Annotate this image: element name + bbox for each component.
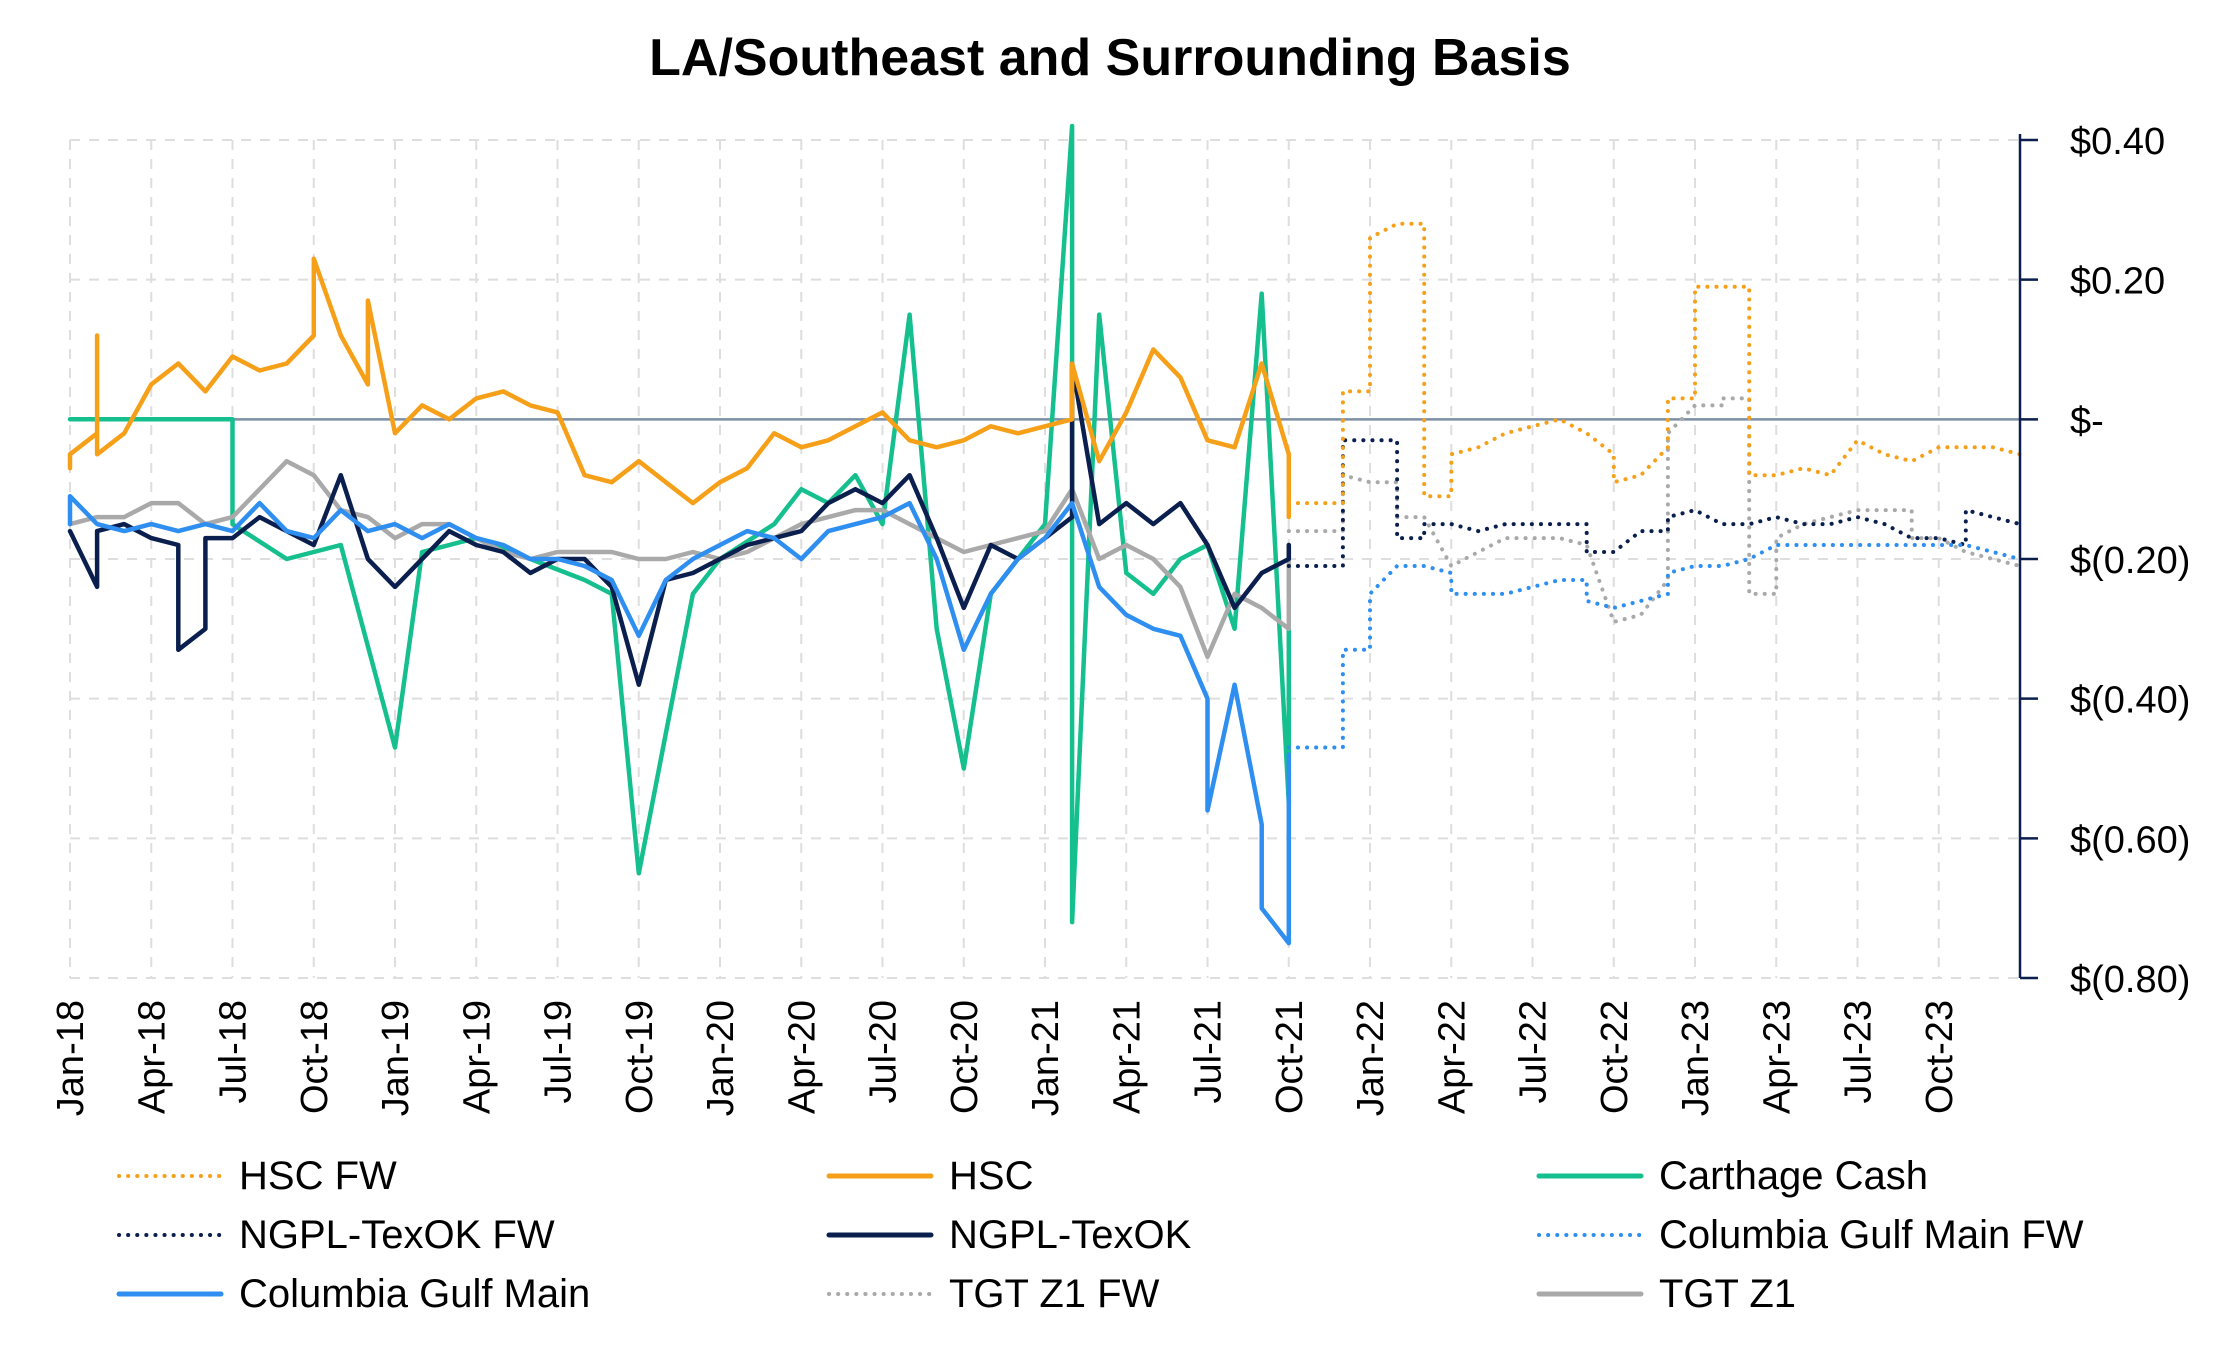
legend-item: Columbia Gulf Main FW: [1535, 1207, 2084, 1263]
x-tick-labels: Jan-18 Apr-18 Jul-18 Oct-18 Jan-19 Apr-19 Jul-…: [50, 1000, 1961, 1116]
chart-title: LA/Southeast and Surrounding Basis: [649, 29, 1571, 87]
series-line-ngpl-texok-fw: [1286, 438, 2022, 568]
legend-label: Carthage Cash: [1659, 1153, 1929, 1198]
x-tick-label: Jan-19: [375, 1000, 417, 1116]
legend-swatch: [116, 1291, 224, 1297]
legend-item: HSC FW: [115, 1148, 397, 1204]
legend-label: NGPL-TexOK: [949, 1212, 1192, 1257]
x-tick-label: Apr-21: [1106, 1000, 1148, 1114]
x-tick-label: Jul-20: [863, 1000, 905, 1104]
x-tick-label: Oct-22: [1594, 1000, 1636, 1114]
series-line-tgt-z1: [67, 458, 1292, 660]
y-tick-label: $0.40: [2070, 121, 2165, 163]
legend-label: Columbia Gulf Main: [239, 1271, 591, 1316]
x-tick-label: Jul-23: [1838, 1000, 1880, 1104]
x-tick-label: Jul-22: [1513, 1000, 1555, 1104]
legend-label: TGT Z1: [1659, 1271, 1797, 1316]
x-tick-label: Apr-22: [1431, 1000, 1473, 1114]
x-tick-label: Oct-21: [1269, 1000, 1311, 1114]
x-tick-label: Apr-19: [456, 1000, 498, 1114]
y-tick-label: $-: [2070, 400, 2104, 442]
legend-item: Columbia Gulf Main: [115, 1266, 590, 1322]
legend-swatch: [117, 1233, 223, 1237]
legend-swatch: [827, 1292, 933, 1296]
legend-swatch: [826, 1232, 934, 1238]
x-tick-label: Oct-19: [619, 1000, 661, 1114]
x-tick-label: Jul-18: [213, 1000, 255, 1104]
x-tick-label: Jan-23: [1675, 1000, 1717, 1116]
series-line-ngpl-texok: [67, 361, 1292, 687]
legend: HSC FW HSC Carthage Cash NGPL-TexOK FW NGPL-…: [0, 1140, 2220, 1340]
series-line-hsc: [67, 256, 1292, 520]
x-tick-label: Apr-20: [781, 1000, 823, 1114]
x-tick-label: Oct-20: [944, 1000, 986, 1114]
y-tick-labels: $0.40 $0.20 $- $(0.20) $(0.40) $(0.60) $(0.80): [2070, 121, 2190, 1001]
x-tick-label: Apr-23: [1756, 1000, 1798, 1114]
legend-swatch: [1537, 1233, 1643, 1237]
legend-swatch: [1536, 1173, 1644, 1179]
legend-item: Carthage Cash: [1535, 1148, 1928, 1204]
x-tick-label: Jan-22: [1350, 1000, 1392, 1116]
legend-label: NGPL-TexOK FW: [239, 1212, 555, 1257]
legend-item: TGT Z1 FW: [825, 1266, 1159, 1322]
legend-label: HSC FW: [239, 1153, 397, 1198]
legend-label: HSC: [949, 1153, 1034, 1198]
legend-item: HSC: [825, 1148, 1033, 1204]
series-line-columbia-gulf-main: [67, 493, 1292, 946]
x-tick-label: Oct-18: [294, 1000, 336, 1114]
x-tick-label: Apr-18: [131, 1000, 173, 1114]
series-line-tgt-z1-fw: [1286, 396, 2022, 624]
gridlines: [69, 139, 2020, 979]
legend-swatch: [1536, 1291, 1644, 1297]
y-tick-label: $(0.80): [2070, 959, 2190, 1001]
legend-label: TGT Z1 FW: [949, 1271, 1160, 1316]
x-tick-label: Jan-18: [50, 1000, 92, 1116]
y-tick-label: $(0.60): [2070, 819, 2190, 861]
legend-item: TGT Z1: [1535, 1266, 1796, 1322]
x-tick-label: Jan-21: [1025, 1000, 1067, 1116]
x-tick-label: Jan-20: [700, 1000, 742, 1116]
legend-item: NGPL-TexOK: [825, 1207, 1191, 1263]
series-line-carthage-cash: [67, 123, 1292, 925]
legend-label: Columbia Gulf Main FW: [1659, 1212, 2084, 1257]
x-tick-label: Jul-21: [1188, 1000, 1230, 1104]
y-tick-label: $(0.40): [2070, 680, 2190, 722]
y-tick-label: $(0.20): [2070, 540, 2190, 582]
legend-swatch: [826, 1173, 934, 1179]
legend-swatch: [117, 1174, 223, 1178]
y-axis: [2018, 134, 2038, 980]
series-line-columbia-gulf-main-fw: [1286, 543, 2022, 750]
x-tick-label: Jul-19: [538, 1000, 580, 1104]
legend-item: NGPL-TexOK FW: [115, 1207, 555, 1263]
x-tick-label: Oct-23: [1919, 1000, 1961, 1114]
series-lines: [67, 123, 2022, 946]
y-tick-label: $0.20: [2070, 261, 2165, 303]
